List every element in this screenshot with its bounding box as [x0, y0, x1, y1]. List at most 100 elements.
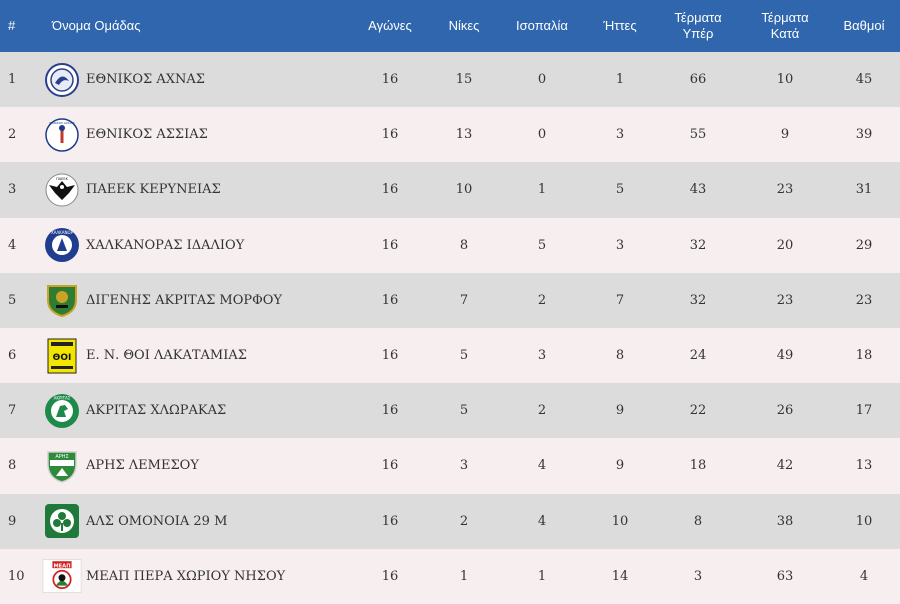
team-cell: ΔΙΓΕΝΗΣ ΑΚΡΙΤΑΣ ΜΟΡΦΟΥ	[38, 273, 350, 328]
team-cell: ΘΟΙ Ε. Ν. ΘΟΙ ΛΑΚΑΤΑΜΙΑΣ	[38, 328, 350, 383]
header-points[interactable]: Βαθμοί	[843, 18, 885, 33]
losses-cell: 3	[615, 127, 625, 143]
goals-for-cell: 32	[689, 237, 707, 253]
paeek-eagle-crest-icon: ΠΑΕΕΚ	[42, 170, 82, 210]
losses-cell: 8	[615, 348, 625, 364]
team-name[interactable]: ΑΚΡΙΤΑΣ ΧΛΩΡΑΚΑΣ	[86, 403, 227, 419]
meap-crest-icon: ΜΕΑΠ	[42, 556, 82, 596]
team-name[interactable]: ΑΡΗΣ ΛΕΜΕΣΟΥ	[86, 458, 199, 474]
chalkanoras-crest-icon: ΧΑΛΚΑΝΩΡ	[42, 225, 82, 265]
team-name[interactable]: ΔΙΓΕΝΗΣ ΑΚΡΙΤΑΣ ΜΟΡΦΟΥ	[86, 292, 283, 308]
played-cell: 16	[381, 348, 399, 364]
team-name[interactable]: ΕΘΝΙΚΟΣ ΑΧΝΑΣ	[86, 72, 205, 88]
goals-against-cell: 23	[776, 182, 794, 198]
logo-text: ΑΚΡΙΤΑΣ	[54, 395, 71, 400]
table-row[interactable]: 4 ΧΑΛΚΑΝΩΡ ΧΑΛΚΑΝΟΡΑΣ ΙΔΑΛΙΟΥ 16 8 5 3 32 20 29	[0, 217, 900, 273]
team-info: ΜΕΑΠ ΜΕΑΠ ΠΕΡΑ ΧΩΡΙΟΥ ΝΗΣΟΥ	[42, 556, 350, 596]
thoi-crest-icon: ΘΟΙ	[42, 336, 82, 376]
played-cell: 16	[381, 458, 399, 474]
logo-text: ΧΑΛΚΑΝΩΡ	[51, 230, 74, 235]
header-goals-for[interactable]: Τέρματα Υπέρ	[654, 0, 742, 52]
goals-for-cell: 24	[689, 348, 707, 364]
draws-cell: 5	[537, 237, 547, 253]
table-row[interactable]: 3 ΠΑΕΕΚ ΠΑΕΕΚ ΚΕΡΥΝΕΙΑΣ 16 10 1 5 43 23 31	[0, 162, 900, 218]
team-cell: ΠΑΕΕΚ ΠΑΕΕΚ ΚΕΡΥΝΕΙΑΣ	[38, 162, 350, 217]
goals-for-cell: 18	[689, 458, 707, 474]
goals-against-cell: 23	[776, 292, 794, 308]
played-cell: 16	[381, 403, 399, 419]
wins-cell: 5	[459, 403, 469, 419]
wins-cell: 8	[459, 237, 469, 253]
losses-cell: 14	[611, 568, 629, 584]
header-goals-for-line1: Τέρματα	[674, 10, 722, 25]
table-row[interactable]: 6 ΘΟΙ Ε. Ν. ΘΟΙ ΛΑΚΑΤΑΜΙΑΣ 16 5 3 8 24 49 18	[0, 327, 900, 384]
rank-cell: 9	[8, 513, 17, 529]
rank-cell: 3	[8, 182, 17, 198]
header-row: # Όνομα Ομάδας Αγώνες Νίκες Ισοπαλία Ήττ…	[0, 0, 900, 52]
losses-cell: 3	[615, 237, 625, 253]
rank-cell: 1	[8, 72, 17, 88]
ethnikos-achnas-crest-icon	[42, 60, 82, 100]
points-cell: 45	[855, 72, 873, 88]
wins-cell: 7	[459, 292, 469, 308]
played-cell: 16	[381, 182, 399, 198]
points-cell: 39	[855, 127, 873, 143]
rank-cell: 7	[8, 403, 17, 419]
table-row[interactable]: 8 ΑΡΗΣ ΑΡΗΣ ΛΕΜΕΣΟΥ 16 3 4 9 18 42 13	[0, 438, 900, 494]
draws-cell: 4	[537, 458, 547, 474]
team-name[interactable]: ΜΕΑΠ ΠΕΡΑ ΧΩΡΙΟΥ ΝΗΣΟΥ	[86, 568, 286, 584]
points-cell: 23	[855, 292, 873, 308]
team-name[interactable]: ΕΘΝΙΚΟΣ ΑΣΣΙΑΣ	[86, 127, 208, 143]
table-row[interactable]: 10 ΜΕΑΠ ΜΕΑΠ ΠΕΡΑ ΧΩΡΙΟΥ ΝΗΣΟΥ 16 1 1 14 3 63 4	[0, 548, 900, 604]
table-row[interactable]: 7 ΑΚΡΙΤΑΣ ΑΚΡΙΤΑΣ ΧΛΩΡΑΚΑΣ 16 5 2 9 22 26 17	[0, 383, 900, 439]
wins-cell: 3	[459, 458, 469, 474]
draws-cell: 2	[537, 292, 547, 308]
team-name[interactable]: ΧΑΛΚΑΝΟΡΑΣ ΙΔΑΛΙΟΥ	[86, 237, 245, 253]
rank-cell: 6	[8, 348, 17, 364]
team-info: ΑΡΗΣ ΑΡΗΣ ΛΕΜΕΣΟΥ	[42, 446, 350, 486]
goals-against-cell: 20	[776, 237, 794, 253]
goals-against-cell: 9	[780, 127, 790, 143]
team-name[interactable]: ΠΑΕΕΚ ΚΕΡΥΝΕΙΑΣ	[86, 182, 221, 198]
header-played[interactable]: Αγώνες	[368, 18, 412, 33]
draws-cell: 4	[537, 513, 547, 529]
table-row[interactable]: 2 ΕΘΝΙΚΟΣ ΑΣΣΙΑΣ ΕΘΝΙΚΟΣ ΑΣΣΙΑΣ 16 13 0 3 55 9 39	[0, 107, 900, 163]
header-goals-against-line1: Τέρματα	[761, 10, 809, 25]
goals-for-cell: 43	[689, 182, 707, 198]
logo-text: ΜΕΑΠ	[53, 564, 70, 570]
losses-cell: 5	[615, 182, 625, 198]
header-rank[interactable]: #	[8, 18, 16, 33]
goals-for-cell: 22	[689, 403, 707, 419]
draws-cell: 2	[537, 403, 547, 419]
rank-cell: 2	[8, 127, 17, 143]
team-info: ΔΙΓΕΝΗΣ ΑΚΡΙΤΑΣ ΜΟΡΦΟΥ	[42, 280, 350, 320]
team-cell: ΑΚΡΙΤΑΣ ΑΚΡΙΤΑΣ ΧΛΩΡΑΚΑΣ	[38, 383, 350, 438]
points-cell: 31	[855, 182, 873, 198]
team-name[interactable]: Ε. Ν. ΘΟΙ ΛΑΚΑΤΑΜΙΑΣ	[86, 348, 247, 364]
header-team[interactable]: Όνομα Ομάδας	[52, 18, 141, 33]
table-row[interactable]: 9 ΑΛΣ ΟΜΟΝΟΙΑ 29 Μ 16 2 4 10 8 38 10	[0, 493, 900, 549]
ethnikos-assias-crest-icon: ΕΘΝΙΚΟΣ ΑΣΣΙΑΣ	[42, 115, 82, 155]
table-row[interactable]: 1 ΕΘΝΙΚΟΣ ΑΧΝΑΣ 16 15 0 1 66 10 45	[0, 52, 900, 108]
header-draws[interactable]: Ισοπαλία	[516, 18, 568, 33]
team-name[interactable]: ΑΛΣ ΟΜΟΝΟΙΑ 29 Μ	[86, 513, 228, 529]
points-cell: 4	[859, 568, 869, 584]
losses-cell: 9	[615, 403, 625, 419]
points-cell: 29	[855, 237, 873, 253]
header-goals-against-line2: Κατά	[770, 26, 800, 41]
header-losses[interactable]: Ήττες	[603, 18, 637, 33]
team-info: ΕΘΝΙΚΟΣ ΑΣΣΙΑΣ ΕΘΝΙΚΟΣ ΑΣΣΙΑΣ	[42, 115, 350, 155]
header-goals-against[interactable]: Τέρματα Κατά	[742, 0, 828, 52]
points-cell: 10	[855, 513, 873, 529]
aris-limassol-crest-icon: ΑΡΗΣ	[42, 446, 82, 486]
table-row[interactable]: 5 ΔΙΓΕΝΗΣ ΑΚΡΙΤΑΣ ΜΟΡΦΟΥ 16 7 2 7 32 23 23	[0, 272, 900, 328]
points-cell: 17	[855, 403, 873, 419]
rank-cell: 5	[8, 292, 17, 308]
rank-cell: 10	[8, 568, 25, 584]
team-info: ΠΑΕΕΚ ΠΑΕΕΚ ΚΕΡΥΝΕΙΑΣ	[42, 170, 350, 210]
digenis-crest-icon	[42, 280, 82, 320]
rank-cell: 4	[8, 237, 17, 253]
losses-cell: 10	[611, 513, 629, 529]
header-wins[interactable]: Νίκες	[448, 18, 480, 33]
